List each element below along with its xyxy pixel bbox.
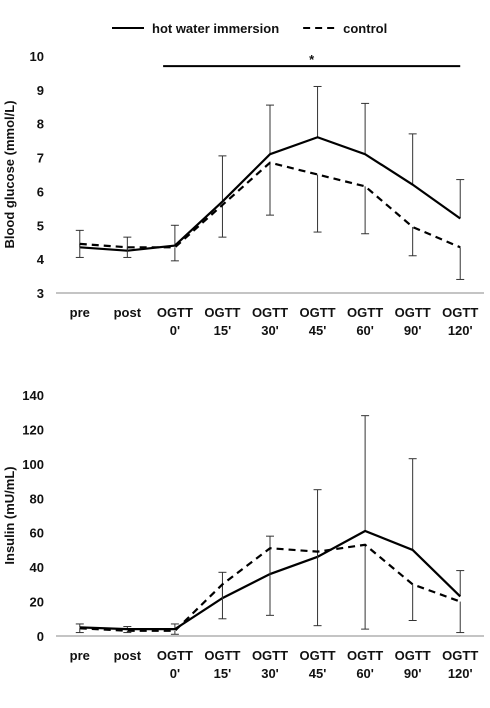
error-bar (75, 243, 84, 258)
x-tick-label: OGTT 15' (204, 648, 240, 681)
error-bar (218, 155, 227, 202)
x-tick-label: OGTT 90' (395, 305, 431, 338)
error-bar (456, 179, 465, 219)
y-tick-label: 7 (37, 151, 44, 166)
y-tick-label: 140 (22, 388, 44, 403)
y-axis-label: Insulin (mU/mL) (2, 466, 17, 564)
y-tick-label: 5 (37, 218, 44, 233)
x-tick-label: OGTT 15' (204, 305, 240, 338)
x-tick-label: OGTT 60' (347, 648, 383, 681)
x-tick-label: OGTT 120' (442, 305, 478, 338)
error-bar (361, 415, 370, 531)
y-axis-label: Blood glucose (mmol/L) (2, 100, 17, 248)
error-bar (75, 623, 84, 628)
x-tick-label: pre (70, 648, 90, 663)
error-bar (456, 247, 465, 280)
x-tick-label: post (114, 648, 142, 663)
x-tick-label: post (114, 305, 142, 320)
error-bar (456, 570, 465, 597)
error-bar (313, 85, 322, 138)
y-tick-label: 40 (30, 560, 44, 575)
y-tick-label: 0 (37, 629, 44, 644)
y-tick-label: 6 (37, 184, 44, 199)
error-bar (361, 186, 370, 235)
y-tick-label: 20 (30, 595, 44, 610)
error-bar (218, 584, 227, 620)
y-tick-label: 3 (37, 286, 44, 301)
x-tick-label: OGTT 0' (157, 648, 193, 681)
error-bar (313, 174, 322, 233)
error-bar (170, 247, 179, 262)
error-bar (408, 226, 417, 257)
error-bar (218, 204, 227, 238)
x-tick-label: OGTT 0' (157, 305, 193, 338)
x-tick-label: OGTT 120' (442, 648, 478, 681)
error-bar (266, 548, 274, 616)
series-line (79, 161, 461, 249)
error-bar (123, 247, 132, 258)
significance-label: * (309, 52, 315, 67)
error-bar (408, 133, 417, 185)
x-tick-label: OGTT 60' (347, 305, 383, 338)
error-bar (170, 630, 179, 635)
error-bar (266, 104, 274, 155)
error-bar (123, 630, 132, 634)
y-tick-label: 80 (30, 491, 44, 506)
y-tick-label: 8 (37, 117, 44, 132)
error-bar (361, 544, 370, 630)
y-tick-label: 4 (37, 252, 45, 267)
x-tick-label: OGTT 45' (300, 648, 336, 681)
x-tick-label: OGTT 45' (300, 305, 336, 338)
legend-label: hot water immersion (152, 21, 279, 36)
legend-label: control (343, 21, 387, 36)
error-bar (170, 224, 179, 246)
error-bar (313, 489, 322, 557)
x-tick-label: OGTT 30' (252, 648, 288, 681)
series-line (79, 543, 461, 632)
series-line (79, 136, 461, 252)
x-tick-label: OGTT 30' (252, 305, 288, 338)
error-bar (408, 458, 417, 550)
error-bar (456, 601, 465, 634)
x-tick-label: pre (70, 305, 90, 320)
x-tick-label: OGTT 90' (395, 648, 431, 681)
error-bar (266, 162, 274, 216)
y-tick-label: 10 (30, 49, 44, 64)
y-tick-label: 9 (37, 83, 44, 98)
y-tick-label: 100 (22, 457, 44, 472)
y-tick-label: 60 (30, 526, 44, 541)
error-bar (361, 102, 370, 155)
y-tick-label: 120 (22, 422, 44, 437)
error-bar (313, 551, 322, 627)
error-bar (408, 584, 417, 622)
